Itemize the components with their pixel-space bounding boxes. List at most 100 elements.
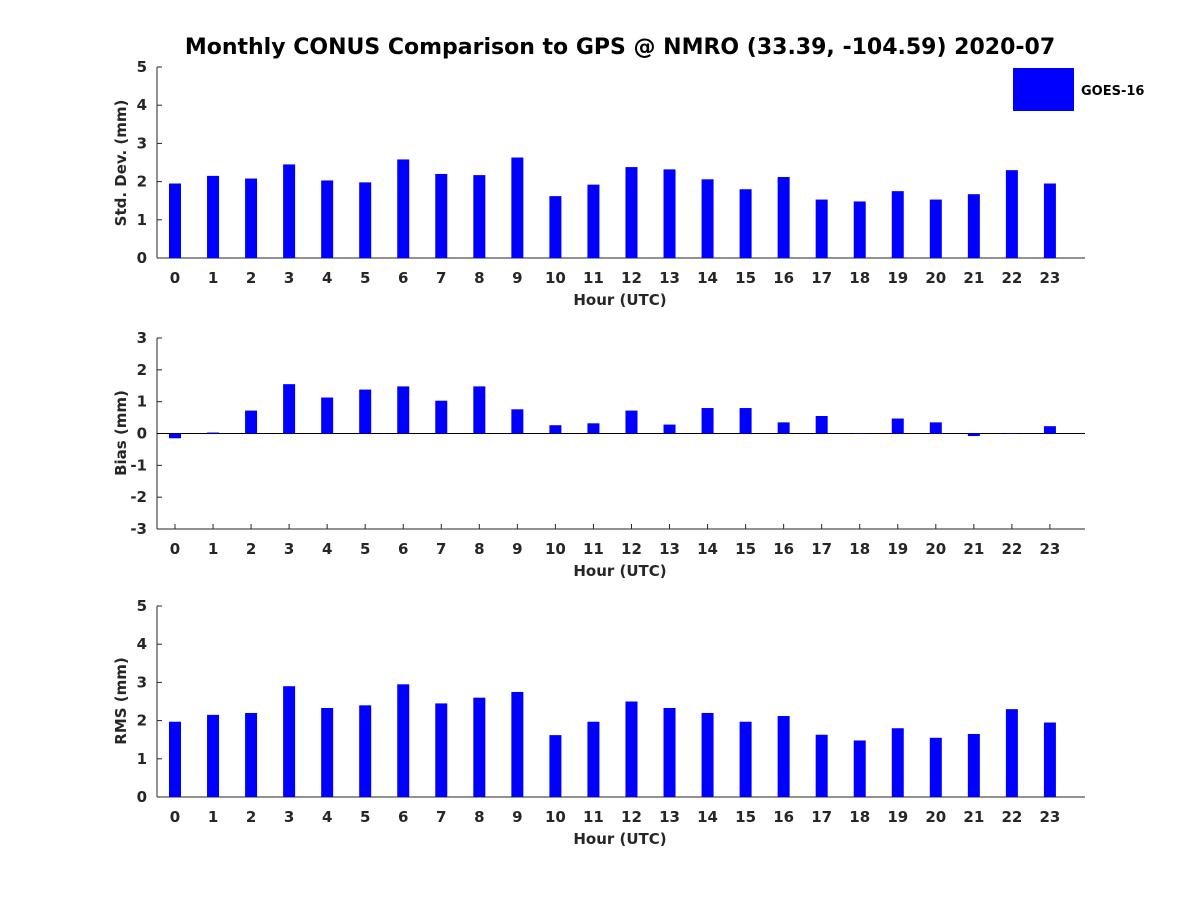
bar-hour-22 <box>1005 709 1018 797</box>
y-tick-label: 2 <box>137 173 147 191</box>
x-tick-label: 15 <box>735 808 756 826</box>
y-tick-label: -1 <box>130 456 147 474</box>
bar-hour-15 <box>739 189 752 258</box>
x-tick-label: 16 <box>773 540 794 558</box>
figure-title: Monthly CONUS Comparison to GPS @ NMRO (… <box>185 35 1055 60</box>
y-tick-label: -3 <box>130 520 147 538</box>
x-tick-label: 20 <box>925 808 946 826</box>
x-tick-label: 13 <box>659 540 680 558</box>
x-tick-label: 0 <box>170 808 180 826</box>
bar-hour-2 <box>245 410 258 434</box>
bar-hour-19 <box>891 191 904 258</box>
x-tick-label: 6 <box>398 269 408 287</box>
y-axis-label: RMS (mm) <box>112 657 130 744</box>
bar-hour-21 <box>967 194 980 258</box>
x-axis-label: Hour (UTC) <box>573 291 666 309</box>
legend-swatch-goes-16 <box>1013 68 1074 111</box>
bar-hour-12 <box>625 167 638 258</box>
x-tick-label: 1 <box>208 269 218 287</box>
legend-label-goes-16: GOES-16 <box>1081 84 1144 99</box>
bar-hour-17 <box>815 199 828 258</box>
x-tick-label: 5 <box>360 269 370 287</box>
bar-hour-10 <box>549 196 562 258</box>
x-tick-label: 12 <box>621 269 642 287</box>
bar-hour-15 <box>739 721 752 797</box>
bar-hour-8 <box>473 697 486 797</box>
x-tick-label: 22 <box>1001 540 1022 558</box>
bar-hour-20 <box>929 737 942 797</box>
x-tick-label: 13 <box>659 808 680 826</box>
x-tick-label: 18 <box>849 269 870 287</box>
bar-hour-23 <box>1043 183 1056 258</box>
y-tick-label: 3 <box>137 673 147 691</box>
x-tick-label: 15 <box>735 269 756 287</box>
x-tick-label: 23 <box>1039 269 1060 287</box>
bar-hour-6 <box>397 684 410 797</box>
bar-hour-7 <box>435 173 448 258</box>
bar-hour-10 <box>549 735 562 797</box>
x-tick-label: 14 <box>697 269 718 287</box>
y-tick-label: 1 <box>137 750 147 768</box>
x-tick-label: 8 <box>474 540 484 558</box>
bar-hour-5 <box>359 389 372 434</box>
y-tick-label: 4 <box>137 96 147 114</box>
x-tick-label: 4 <box>322 808 332 826</box>
y-tick-label: 0 <box>137 788 147 806</box>
bar-hour-19 <box>891 728 904 797</box>
bar-hour-4 <box>321 397 334 434</box>
bar-hour-19 <box>891 418 904 434</box>
x-tick-label: 4 <box>322 540 332 558</box>
x-tick-label: 8 <box>474 269 484 287</box>
x-tick-label: 1 <box>208 540 218 558</box>
x-tick-label: 21 <box>963 808 984 826</box>
x-tick-label: 20 <box>925 540 946 558</box>
x-tick-label: 10 <box>545 269 566 287</box>
bar-hour-3 <box>283 686 296 797</box>
y-tick-label: 2 <box>137 361 147 379</box>
x-tick-label: 11 <box>583 808 604 826</box>
y-tick-label: 3 <box>137 329 147 347</box>
bar-hour-7 <box>435 400 448 434</box>
x-tick-label: 21 <box>963 269 984 287</box>
x-tick-label: 7 <box>436 269 446 287</box>
bar-hour-18 <box>853 433 866 434</box>
x-tick-label: 1 <box>208 808 218 826</box>
x-tick-label: 0 <box>170 540 180 558</box>
x-tick-label: 4 <box>322 269 332 287</box>
bar-hour-18 <box>853 740 866 797</box>
x-tick-label: 3 <box>284 269 294 287</box>
x-tick-label: 2 <box>246 808 256 826</box>
x-tick-label: 17 <box>811 808 832 826</box>
x-tick-label: 6 <box>398 808 408 826</box>
bar-hour-18 <box>853 201 866 258</box>
y-tick-label: 0 <box>137 425 147 443</box>
x-tick-label: 12 <box>621 808 642 826</box>
bar-hour-21 <box>967 733 980 797</box>
bar-hour-3 <box>283 164 296 258</box>
x-tick-label: 15 <box>735 540 756 558</box>
bar-hour-14 <box>701 408 714 434</box>
bar-hour-11 <box>587 423 600 434</box>
x-axis-label: Hour (UTC) <box>573 562 666 580</box>
x-tick-label: 9 <box>512 540 522 558</box>
x-tick-label: 14 <box>697 540 718 558</box>
bar-hour-11 <box>587 184 600 258</box>
x-tick-label: 9 <box>512 269 522 287</box>
bar-hour-13 <box>663 169 676 258</box>
x-tick-label: 22 <box>1001 808 1022 826</box>
bar-hour-1 <box>207 175 220 258</box>
bar-hour-1 <box>207 432 220 434</box>
bar-hour-14 <box>701 179 714 258</box>
bar-hour-14 <box>701 712 714 797</box>
bar-hour-17 <box>815 415 828 434</box>
x-tick-label: 11 <box>583 269 604 287</box>
x-tick-label: 7 <box>436 808 446 826</box>
x-tick-label: 13 <box>659 269 680 287</box>
x-tick-label: 16 <box>773 808 794 826</box>
bar-hour-2 <box>245 178 258 258</box>
x-tick-label: 19 <box>887 540 908 558</box>
legend: GOES-16 <box>1013 68 1144 111</box>
